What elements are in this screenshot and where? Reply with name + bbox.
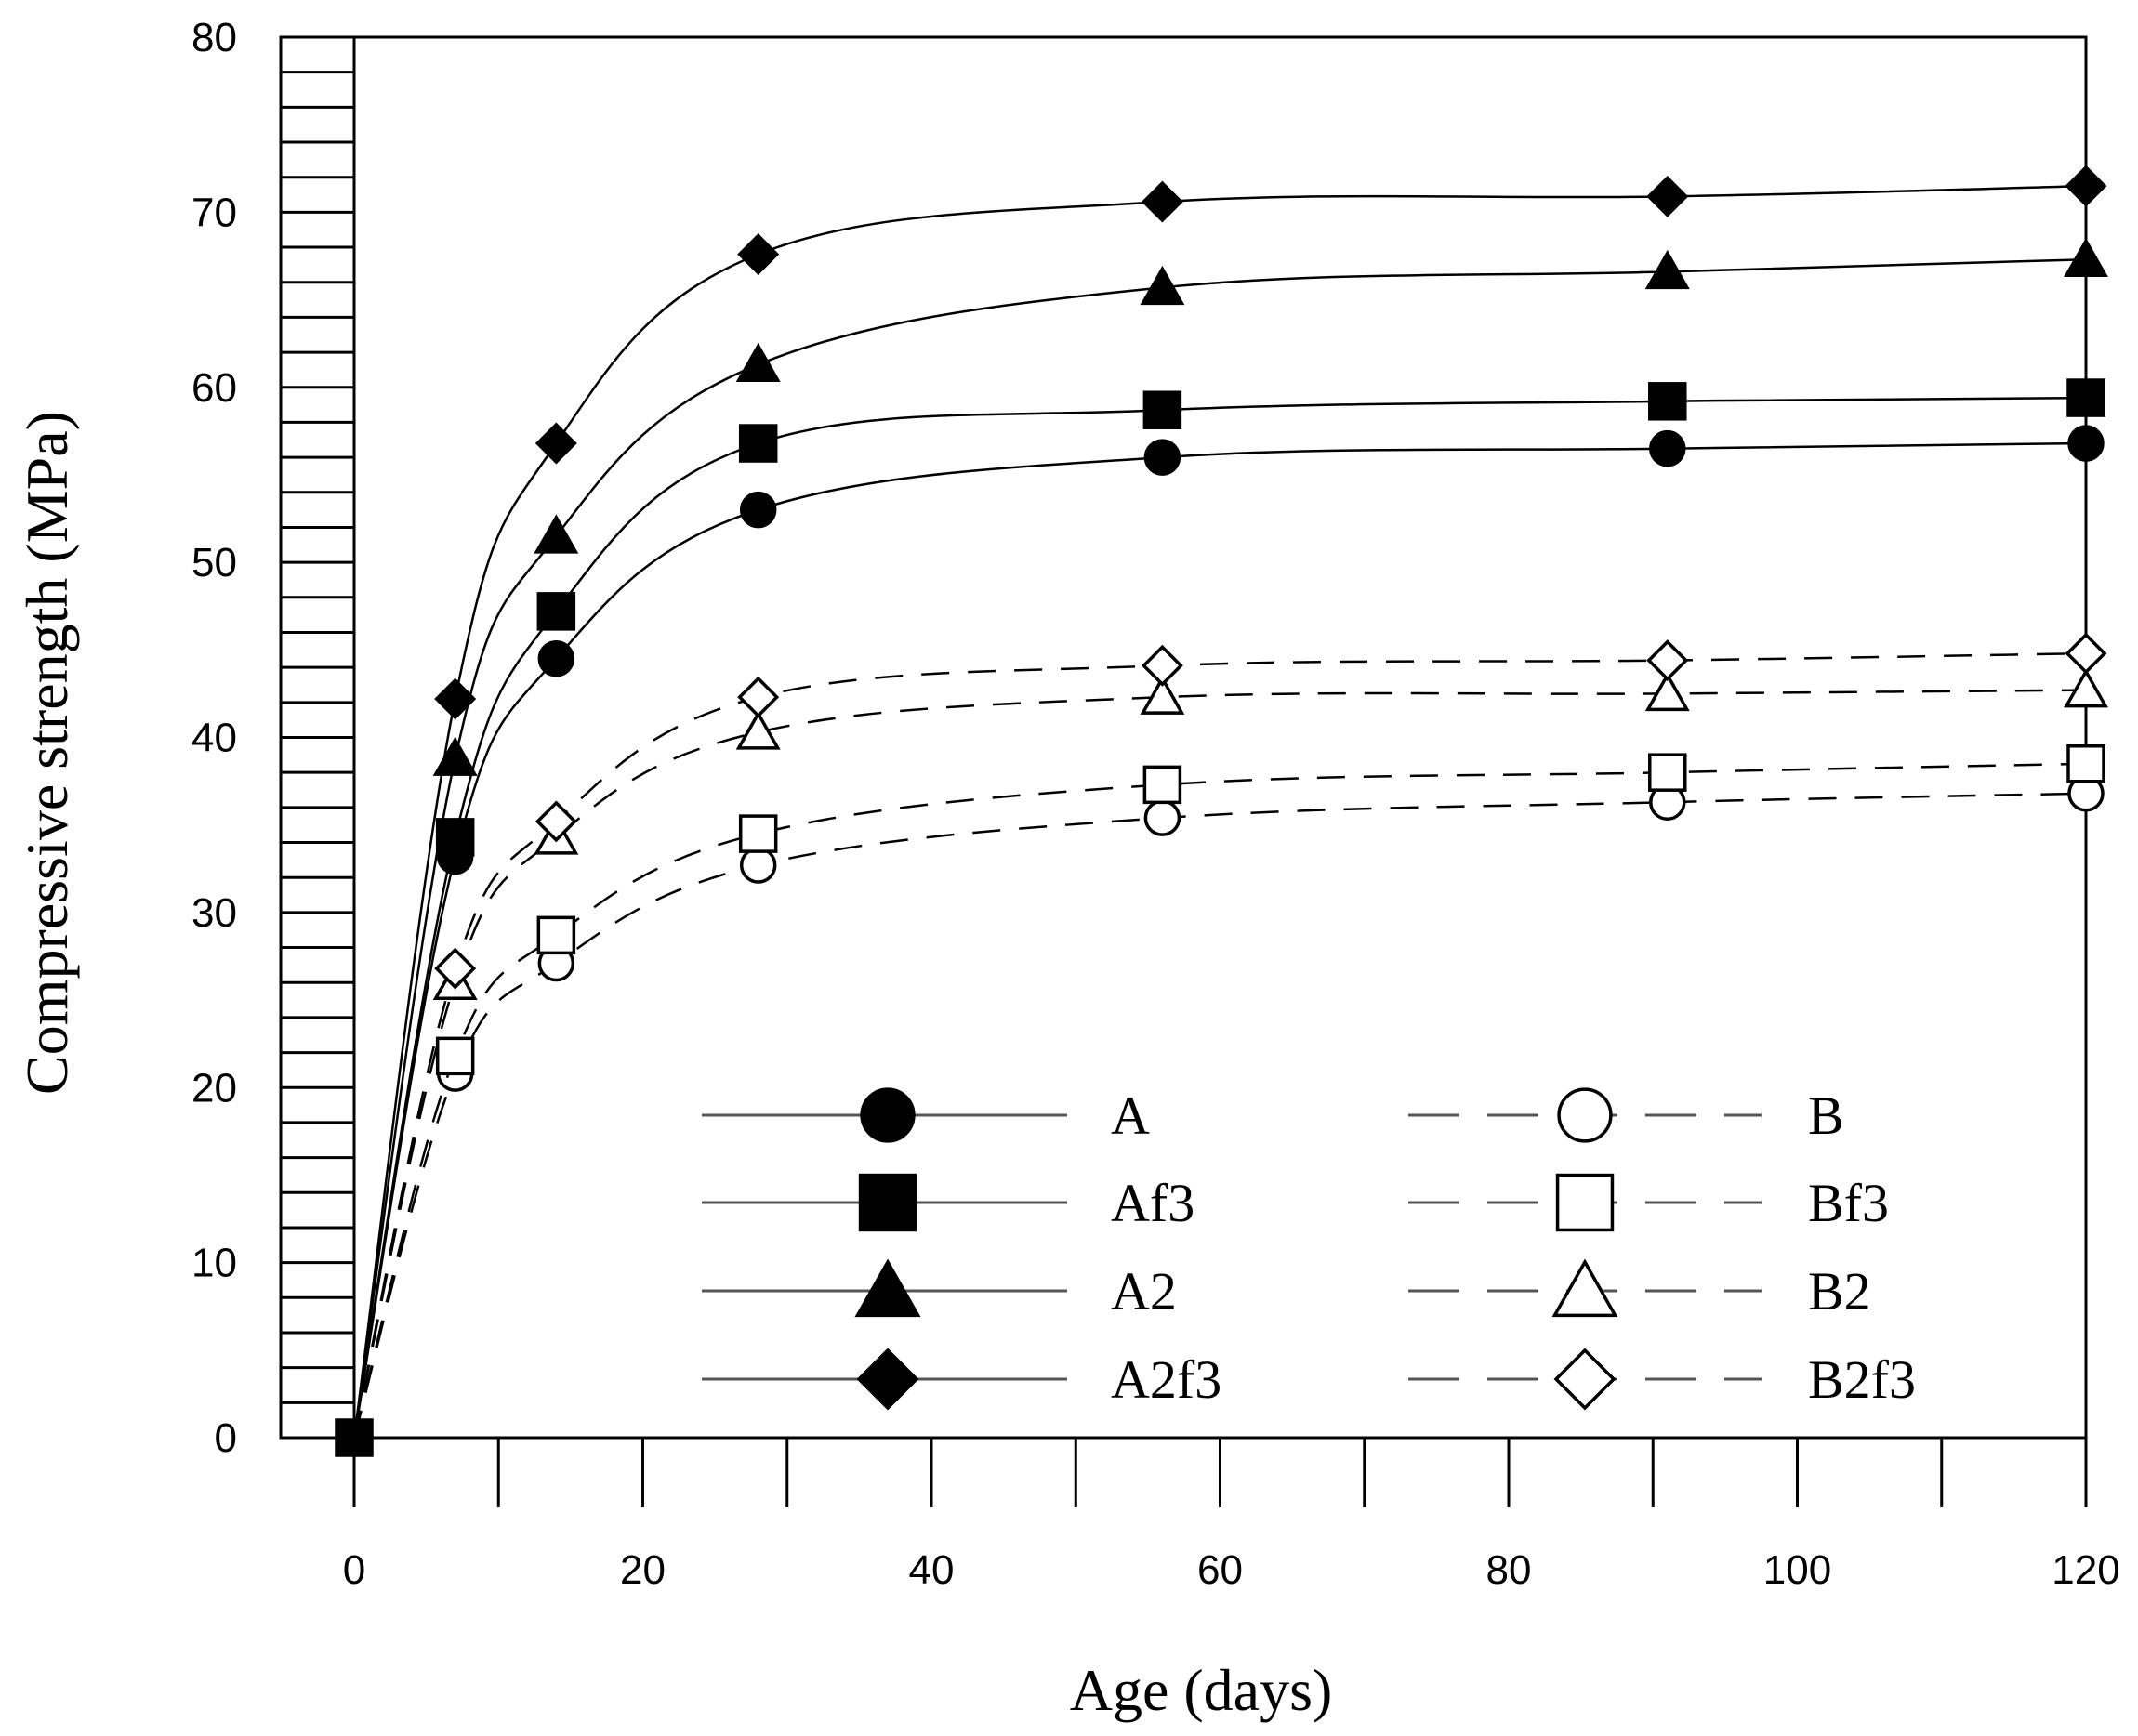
legend-marker-A2 [854,1258,921,1318]
y-tick-label: 60 [191,365,237,411]
legend-label-A: A [1111,1085,1150,1146]
legend-item-B: B [1408,1085,1844,1146]
data-point-B2f3 [534,800,577,843]
legend-label-B2: B2 [1808,1261,1871,1322]
legend-item-Af3: Af3 [702,1173,1194,1233]
legend-marker-B [1557,1087,1613,1143]
data-point-B2 [1140,675,1185,715]
data-point-Af3 [738,424,778,463]
data-point-B [739,847,777,884]
series-Bf3 [352,744,2105,1439]
legend-item-B2: B2 [1408,1258,1871,1322]
legend-label-A2: A2 [1111,1261,1177,1322]
y-tick-label: 0 [215,1415,237,1461]
data-point-B2f3 [434,947,477,990]
x-tick-label: 80 [1486,1547,1532,1593]
y-tick-label: 30 [191,890,237,936]
series-A2f3 [352,164,2107,1439]
data-point-A2f3 [434,677,477,720]
data-point-B2 [2063,668,2109,708]
data-point-Af3 [2066,378,2105,417]
legend-item-A2: A2 [702,1258,1177,1322]
data-point-A2f3 [1141,180,1183,223]
legend-label-B2f3: B2f3 [1808,1349,1916,1410]
legend-marker-A2f3 [856,1348,919,1411]
series-A [352,425,2105,1439]
legend-label-A2f3: A2f3 [1111,1349,1221,1410]
legend-marker-Bf3 [1555,1173,1615,1232]
series-A2 [352,237,2109,1439]
data-point-A2 [534,514,579,554]
data-point-Bf3 [536,915,576,955]
series-line-A2f3 [352,184,2087,1439]
legend-marker-B2 [1551,1258,1618,1318]
data-point-Bf3 [435,1036,475,1076]
legend-marker-A [860,1087,916,1143]
data-point-Bf3 [738,814,778,853]
data-point-A [1143,439,1181,476]
legend-label-Bf3: Bf3 [1808,1173,1889,1233]
data-point-A [2067,425,2105,462]
data-point-A [1649,429,1686,467]
data-point-A2f3 [2065,164,2107,207]
data-point-Af3 [1648,382,1687,421]
data-point-Bf3 [1142,765,1182,805]
data-point-A2f3 [737,233,780,276]
data-point-A2f3 [534,422,577,465]
data-point-Af3 [536,592,576,631]
x-tick-label: 20 [620,1547,666,1593]
data-point-A2f3 [1646,175,1689,217]
data-point-A2 [1644,249,1690,290]
data-point-A [739,491,777,529]
data-point-B2 [1644,671,1690,712]
y-axis-title: Compressive strength (MPa) [14,411,80,1095]
series-Af3 [352,378,2105,1439]
legend-item-B2f3: B2f3 [1408,1348,1916,1411]
series-area [335,164,2109,1457]
x-tick-label: 60 [1197,1547,1243,1593]
data-point-B2 [735,710,781,750]
x-tick-label: 40 [909,1547,955,1593]
x-tick-label: 120 [2052,1547,2119,1593]
series-line-B2 [352,689,2087,1439]
data-point-B2f3 [2065,632,2107,675]
data-point-A2 [1140,265,1185,306]
x-axis-title: Age (days) [1070,1657,1333,1723]
y-tick-label: 80 [191,15,237,60]
legend-item-A: A [702,1085,1150,1146]
y-tick-label: 50 [191,540,237,585]
series-B2f3 [352,632,2107,1439]
legend-item-Bf3: Bf3 [1408,1173,1889,1233]
series-B2 [352,668,2109,1439]
data-point-A [537,639,575,677]
data-point-Bf3 [1648,753,1687,792]
y-tick-label: 70 [191,190,237,235]
legend-label-Af3: Af3 [1111,1173,1194,1233]
data-point-A2 [2063,237,2109,277]
data-point-B2f3 [1141,644,1183,687]
data-point-B [1143,799,1181,836]
data-point-origin [335,1418,374,1457]
y-tick-label: 10 [191,1241,237,1286]
data-point-Af3 [1142,390,1182,429]
legend-label-B: B [1808,1085,1844,1146]
y-tick-label: 40 [191,716,237,761]
data-point-B2f3 [1646,639,1689,682]
legend-marker-B2f3 [1553,1348,1617,1411]
y-tick-label: 20 [191,1065,237,1111]
x-tick-label: 100 [1763,1547,1831,1593]
legend-marker-Af3 [858,1173,917,1232]
data-point-A2 [735,342,781,383]
legend-item-A2f3: A2f3 [702,1348,1221,1411]
legend: A Af3 A2 A2f3 B Bf3 B2 B2f3 [702,1085,1916,1411]
x-tick-label: 0 [343,1547,365,1593]
axes: 0 10 20 30 40 50 60 70 80 0 20 40 60 80 100 120 [191,15,2120,1593]
data-point-Af3 [435,818,475,857]
data-point-B2f3 [737,676,780,718]
data-point-Bf3 [2066,744,2105,783]
